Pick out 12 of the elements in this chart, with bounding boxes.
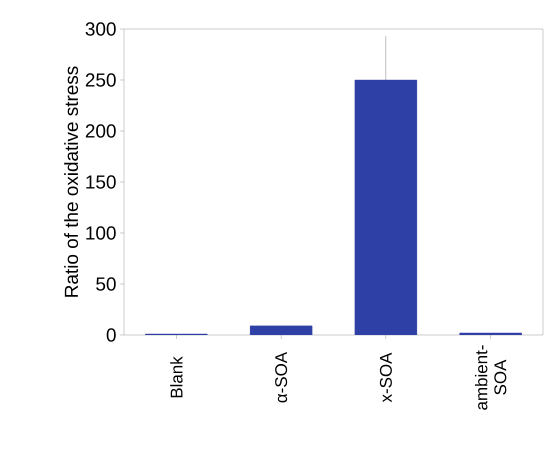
y-tick-label: 150 <box>86 175 116 189</box>
x-tick-label: ambient-SOA <box>474 345 506 410</box>
y-tick-label: 0 <box>106 328 116 342</box>
y-tick-label: 50 <box>96 277 116 291</box>
x-tick-label: x-SOA <box>380 352 392 402</box>
y-tick-label: 200 <box>86 124 116 138</box>
y-axis-title: Ratio of the oxidative stress <box>64 66 78 297</box>
x-tick-label: Blank <box>170 356 183 398</box>
y-tick-label: 250 <box>86 73 116 87</box>
y-tick-label: 300 <box>86 22 116 36</box>
x-tick-label: α-SOA <box>275 352 288 402</box>
y-tick-label: 100 <box>86 226 116 240</box>
